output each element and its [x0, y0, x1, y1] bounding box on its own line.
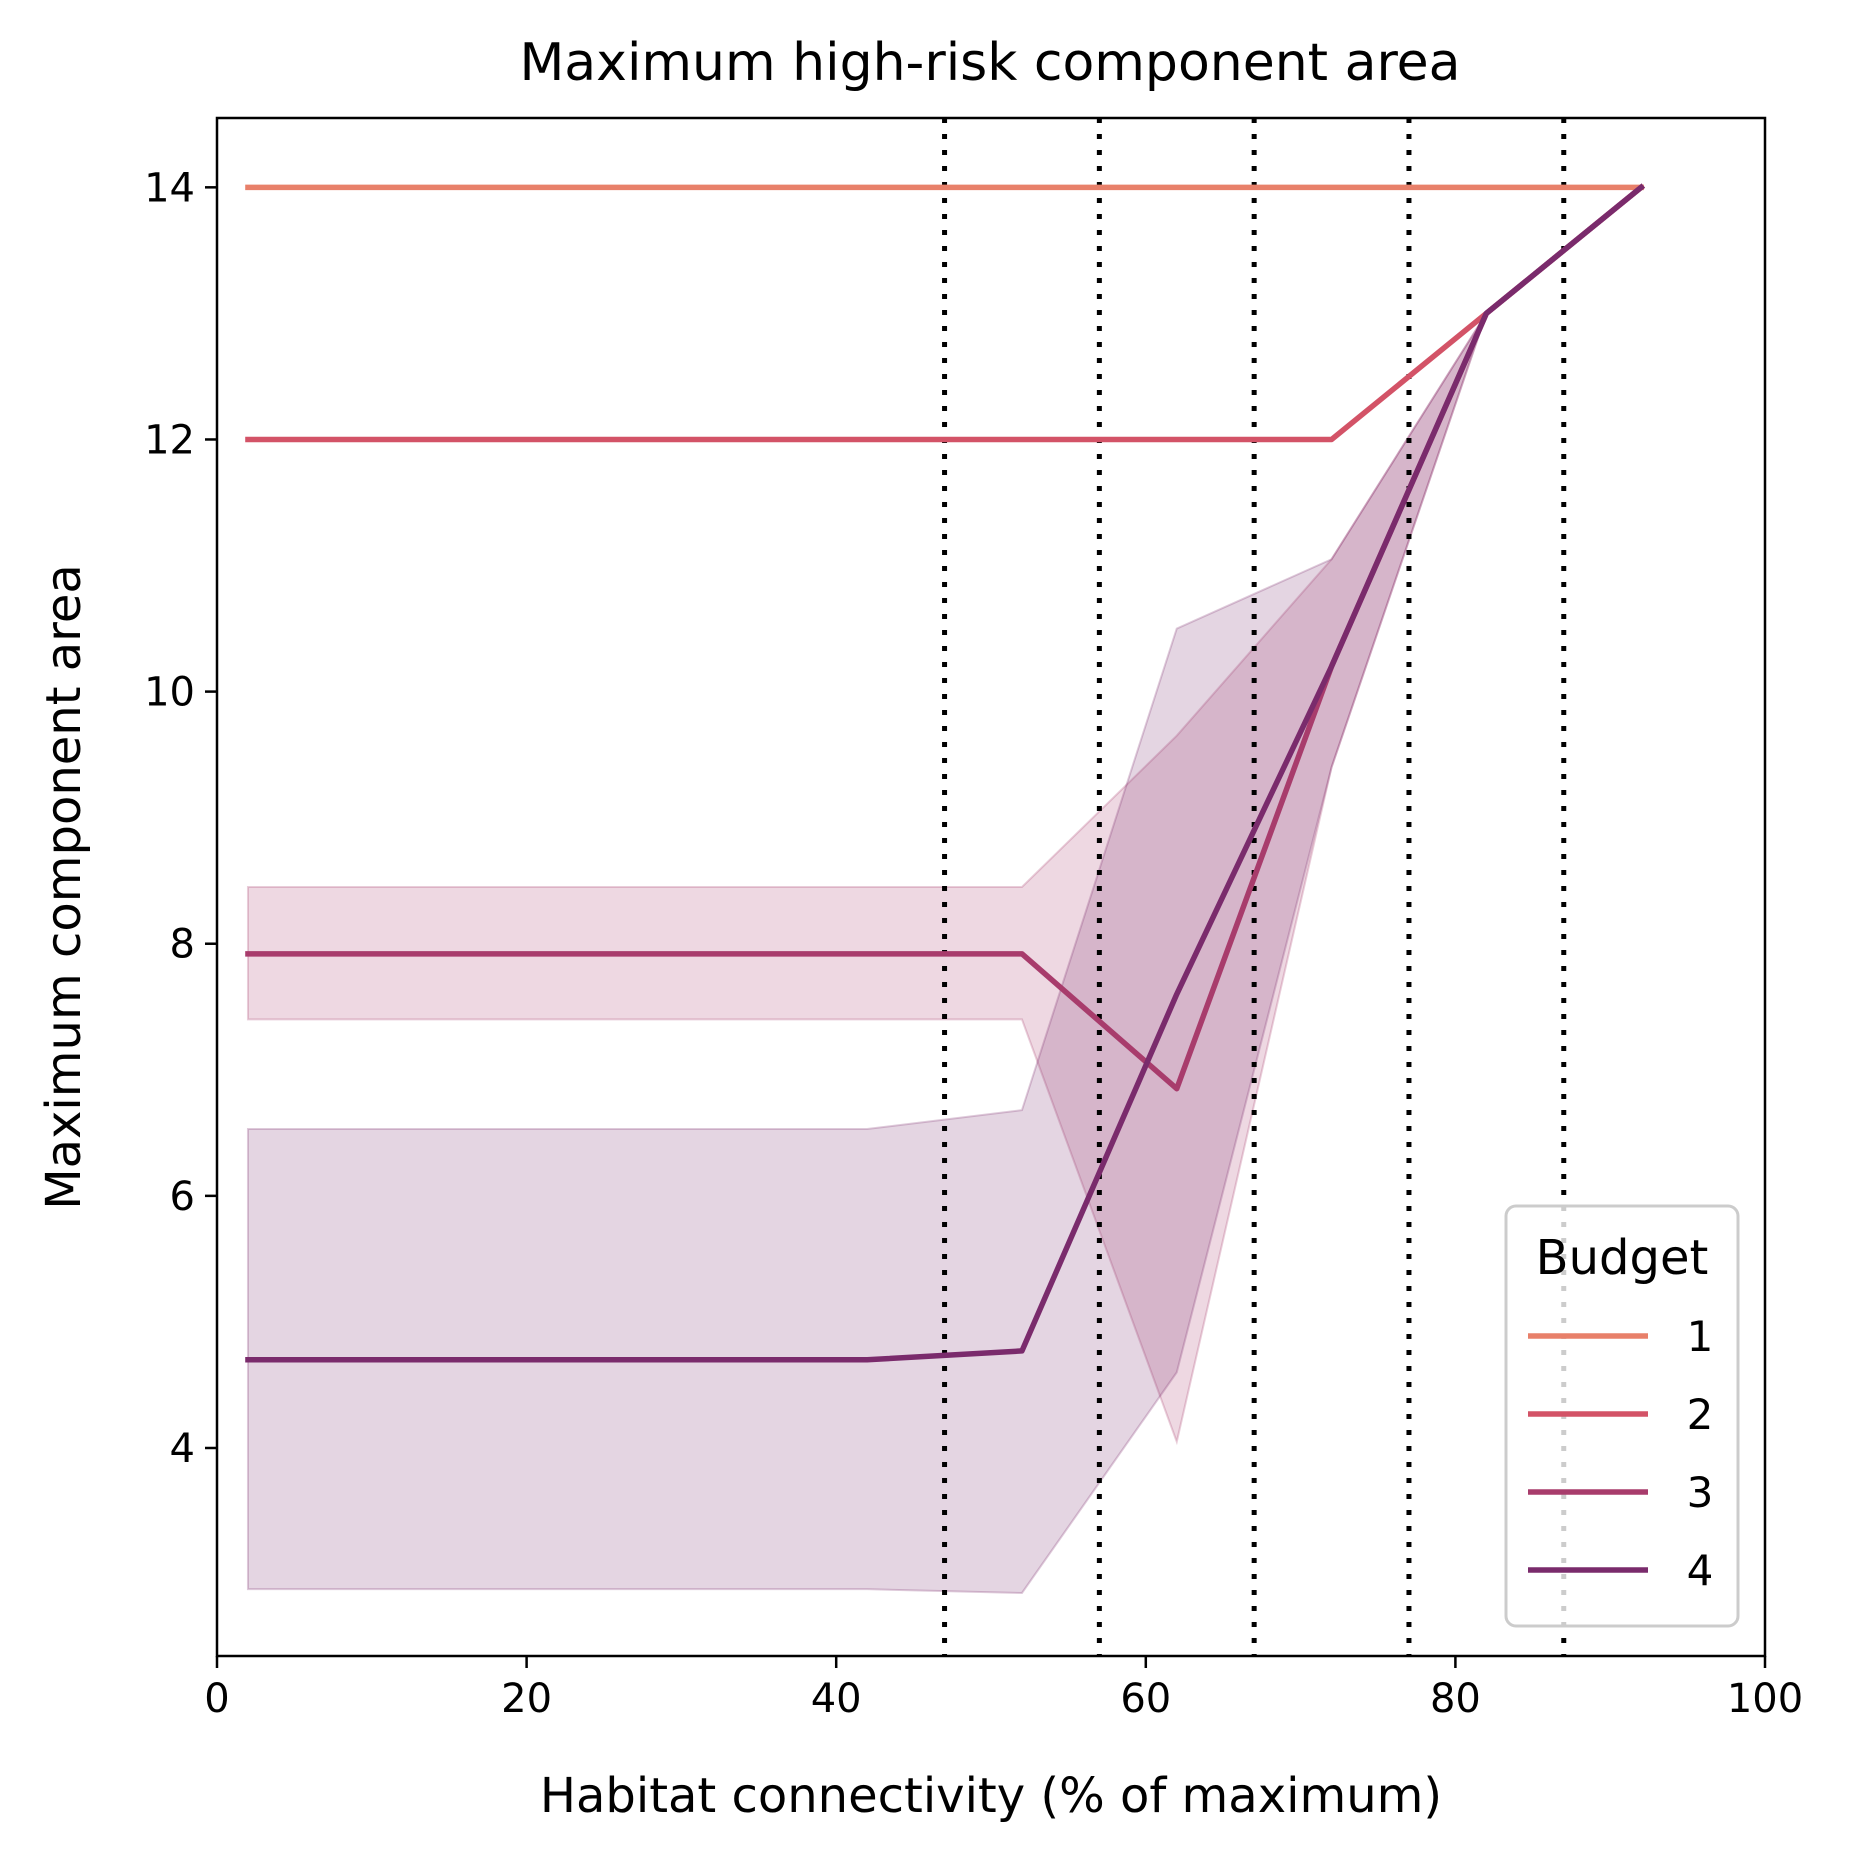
y-tick-label: 6 [170, 1174, 195, 1220]
plot-frame [215, 116, 1767, 1658]
y-tick-label: 8 [170, 922, 195, 968]
series-line-3 [245, 183, 1646, 1092]
y-axis-label: Maximum component area [36, 564, 92, 1210]
legend-label-3: 3 [1687, 1468, 1714, 1517]
x-tick-label: 80 [1430, 1676, 1481, 1722]
x-tick-label: 100 [1727, 1676, 1803, 1722]
series-line-4 [245, 183, 1646, 1363]
y-tick-label: 4 [170, 1426, 195, 1472]
legend-label-1: 1 [1687, 1312, 1714, 1361]
chart-title: Maximum high-risk component area [519, 33, 1460, 93]
legend-title: Budget [1536, 1230, 1709, 1286]
x-tick-label: 20 [501, 1676, 552, 1722]
x-tick-label: 60 [1120, 1676, 1171, 1722]
y-tick-label: 14 [144, 165, 195, 211]
y-tick-label: 10 [144, 670, 195, 716]
x-tick-label: 40 [811, 1676, 862, 1722]
series-lines [245, 183, 1646, 1363]
y-axis-ticks: 4 6 8 10 12 14 [144, 165, 217, 1472]
legend-label-2: 2 [1687, 1390, 1714, 1439]
legend: Budget 1 2 3 4 [1504, 1204, 1740, 1628]
x-axis-label: Habitat connectivity (% of maximum) [540, 1768, 1442, 1824]
legend-entries: 1 2 3 4 [1528, 1312, 1713, 1595]
x-tick-label: 0 [204, 1676, 229, 1722]
legend-label-4: 4 [1687, 1546, 1714, 1595]
x-axis-ticks: 0 20 40 60 80 100 [204, 1656, 1803, 1722]
y-tick-label: 12 [144, 417, 195, 463]
